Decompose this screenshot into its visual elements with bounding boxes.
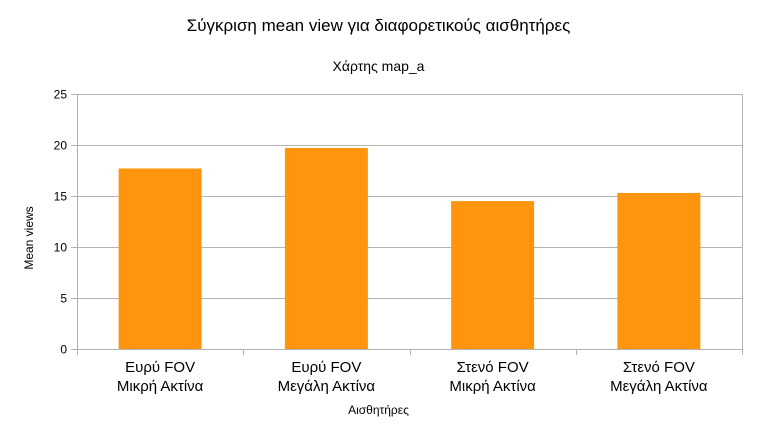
y-tick-label: 5 — [60, 292, 67, 306]
chart-title: Σύγκριση mean view για διαφορετικούς αισ… — [186, 16, 571, 35]
chart-subtitle: Χάρτης map_a — [332, 58, 425, 74]
x-tick-label: Στενό FOV — [457, 359, 529, 376]
x-axis-label: Αισθητήρες — [348, 403, 409, 417]
y-tick-label: 0 — [60, 343, 67, 357]
x-tick-label: Μικρή Ακτίνα — [449, 378, 536, 395]
x-tick-label: Μεγάλη Ακτίνα — [278, 378, 376, 395]
y-tick-label: 20 — [54, 139, 68, 153]
y-tick-label: 10 — [54, 241, 68, 255]
bar-4 — [617, 192, 701, 349]
y-tick-label: 25 — [54, 88, 68, 102]
bar-1 — [118, 168, 202, 349]
x-tick-label: Ευρύ FOV — [291, 359, 361, 376]
x-tick-label: Μικρή Ακτίνα — [117, 378, 204, 395]
x-tick-label: Ευρύ FOV — [125, 359, 195, 376]
y-tick-label: 15 — [54, 190, 68, 204]
x-tick-label: Μεγάλη Ακτίνα — [610, 378, 708, 395]
bar-2 — [284, 148, 368, 349]
bar-3 — [451, 201, 535, 349]
x-tick-label: Στενό FOV — [623, 359, 695, 376]
